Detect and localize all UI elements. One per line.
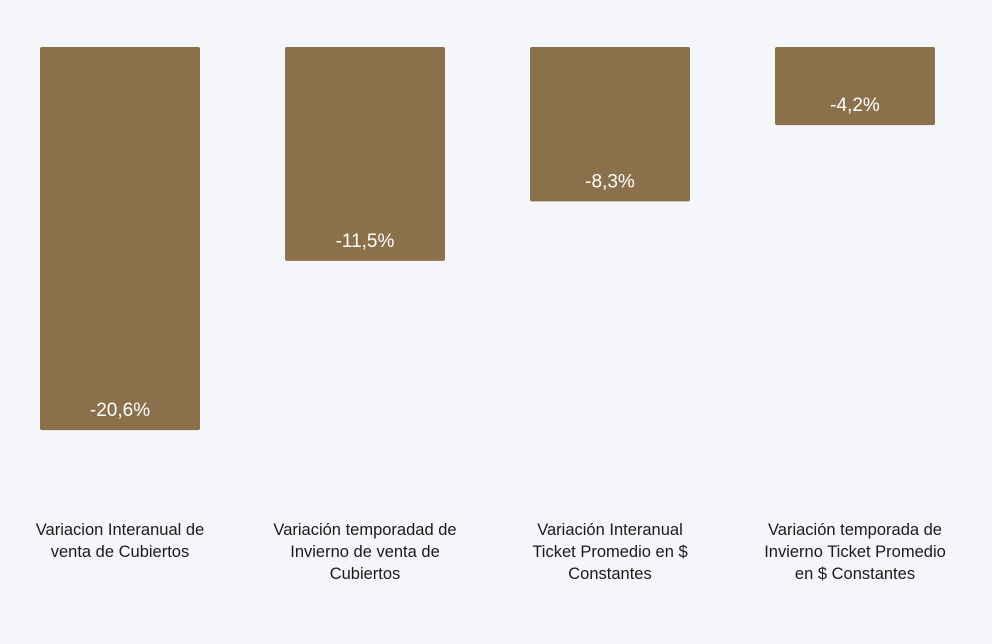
bar-value-label: -20,6% <box>90 400 150 421</box>
category-label: Variación Interanual Ticket Promedio en $… <box>532 521 687 583</box>
category-label-line: Cubiertos <box>330 565 401 583</box>
category-label-line: Constantes <box>568 565 651 583</box>
category-label-line: Invierno Ticket Promedio <box>764 543 946 561</box>
category-label: Variación temporada de Invierno Ticket Pr… <box>764 521 946 583</box>
category-label-line: Variación temporadad de <box>273 521 456 539</box>
category-label: Variacion Interanual de venta de Cubierto… <box>36 521 204 561</box>
value-labels-group: -20,6% -11,5% -8,3% -4,2% <box>90 95 880 421</box>
bar-value-label: -8,3% <box>585 171 635 192</box>
bar <box>285 47 445 261</box>
category-label-line: Invierno de venta de <box>290 543 440 561</box>
category-label-line: Variacion Interanual de <box>36 521 204 539</box>
category-label-line: venta de Cubiertos <box>51 543 190 561</box>
category-labels-group: Variacion Interanual de venta de Cubierto… <box>36 521 946 583</box>
bar <box>40 47 200 431</box>
bar <box>530 47 690 202</box>
category-label-line: Variación temporada de <box>768 521 942 539</box>
category-label-line: Ticket Promedio en $ <box>532 543 687 561</box>
bars-group <box>40 47 935 431</box>
bar <box>775 47 935 126</box>
category-label: Variación temporadad de Invierno de venta… <box>273 521 456 583</box>
bar-value-label: -4,2% <box>830 95 880 116</box>
category-label-line: en $ Constantes <box>795 565 915 583</box>
category-label-line: Variación Interanual <box>537 521 683 539</box>
bar-value-label: -11,5% <box>336 231 395 252</box>
